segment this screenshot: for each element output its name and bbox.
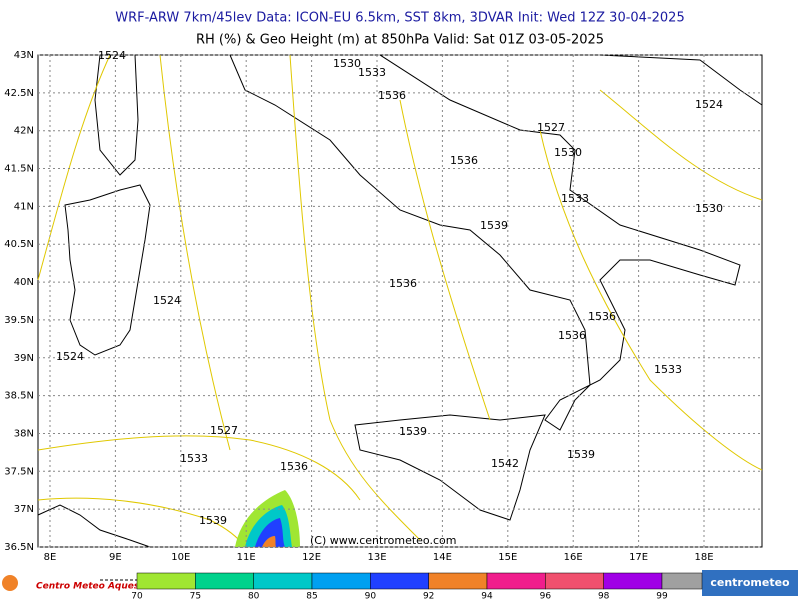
lon-label: 17E: [629, 552, 648, 563]
colorbar-swatch: [311, 572, 371, 590]
lon-label: 14E: [433, 552, 452, 563]
subtitle: RH (%) & Geo Height (m) at 850hPa Valid:…: [196, 33, 604, 48]
colorbar-swatch: [486, 572, 546, 590]
sardinia: [64, 184, 151, 356]
contour-line: [599, 89, 763, 201]
contour-label: 1533: [180, 452, 208, 465]
contour-label: 1542: [491, 457, 519, 470]
colorbar-label: 70: [131, 592, 143, 601]
colorbar-swatch: [545, 572, 604, 590]
left-logo: Centro Meteo Aquese: [36, 582, 145, 592]
lon-label: 8E: [44, 552, 57, 563]
map: [37, 54, 763, 548]
lon-label: 12E: [302, 552, 321, 563]
contour-label: 1524: [695, 98, 723, 111]
lat-label: 38N: [14, 428, 34, 439]
contour-label: 1536: [378, 89, 406, 102]
logo-icon: [2, 575, 18, 591]
contour-label: 1524: [56, 350, 84, 363]
lon-label: 10E: [171, 552, 190, 563]
colorbar-swatch: [428, 572, 488, 590]
colorbar-swatch: [661, 572, 703, 590]
coastlines: [37, 54, 763, 548]
contour-label: 1536: [450, 154, 478, 167]
contour-line: [37, 497, 246, 548]
map-frame: [37, 54, 763, 548]
contour-line: [159, 54, 231, 451]
contour-line: [539, 129, 763, 471]
colorbar-label: 94: [481, 592, 493, 601]
lon-label: 13E: [367, 552, 386, 563]
contour-label: 1536: [280, 460, 308, 473]
contour-label: 1530: [333, 57, 361, 70]
contour-label: 1527: [537, 121, 565, 134]
colorbar-label: 90: [365, 592, 377, 601]
lon-label: 11E: [237, 552, 256, 563]
contour-label: 1539: [199, 514, 227, 527]
rh-shade: [262, 536, 276, 547]
contour-line: [399, 99, 491, 421]
contour-label: 1524: [153, 294, 181, 307]
contour-label: 1533: [654, 363, 682, 376]
colorbar-label: 85: [306, 592, 317, 601]
contour-line: [37, 54, 111, 281]
italy: [229, 54, 741, 431]
lon-label: 18E: [694, 552, 713, 563]
colorbar-label: 75: [190, 592, 201, 601]
lat-label: 40N: [14, 277, 34, 288]
colorbar-swatch: [195, 572, 254, 590]
rh-shade: [255, 518, 285, 547]
corsica: [94, 54, 139, 176]
lon-label: 15E: [498, 552, 517, 563]
rh-area: [235, 490, 300, 547]
colorbar-label: 92: [423, 592, 434, 601]
tunisia: [37, 504, 151, 548]
contour-label: 1524: [98, 49, 126, 62]
lon-label: 16E: [564, 552, 583, 563]
lat-label: 42.5N: [4, 88, 34, 99]
contour-label: 1539: [399, 425, 427, 438]
lat-label: 39.5N: [4, 315, 34, 326]
colorbar-swatch: [136, 572, 196, 590]
lon-label: 9E: [109, 552, 122, 563]
contour-label: 1530: [554, 146, 582, 159]
title: WRF-ARW 7km/45lev Data: ICON-EU 6.5km, S…: [115, 11, 684, 26]
lat-label: 41.5N: [4, 164, 34, 175]
colorbar-swatch: [370, 572, 429, 590]
sicily: [354, 414, 546, 521]
colorbar-label: 99: [656, 592, 668, 601]
colorbar-label: 96: [540, 592, 552, 601]
lat-label: 40.5N: [4, 239, 34, 250]
contour-label: 1539: [567, 448, 595, 461]
balkans: [599, 54, 763, 106]
lat-label: 37N: [14, 504, 34, 515]
contour-label: 1536: [558, 329, 586, 342]
contour-label: 1533: [561, 192, 589, 205]
contour-label: 1536: [389, 277, 417, 290]
lat-label: 36.5N: [4, 542, 34, 553]
lat-label: 42N: [14, 126, 34, 137]
right-logo-box: [702, 570, 798, 596]
lat-label: 43N: [14, 50, 34, 61]
contour-line: [37, 435, 361, 501]
contour-label: 1536: [588, 310, 616, 323]
colorbar-swatch: [603, 572, 663, 590]
lat-label: 38.5N: [4, 391, 34, 402]
contour-label: 1539: [480, 219, 508, 232]
colorbar-label: 98: [598, 592, 610, 601]
contour-label: 1527: [210, 424, 238, 437]
lat-label: 37.5N: [4, 466, 34, 477]
colorbar-label: 80: [248, 592, 260, 601]
contour-label: 1530: [695, 202, 723, 215]
lat-label: 41N: [14, 201, 34, 212]
contours: [37, 54, 763, 548]
colorbar-swatch: [253, 572, 313, 590]
contour-label: 1533: [358, 66, 386, 79]
right-logo: centrometeo: [710, 576, 790, 589]
copyright: (C) www.centrometeo.com: [310, 534, 456, 547]
lat-label: 39N: [14, 353, 34, 364]
